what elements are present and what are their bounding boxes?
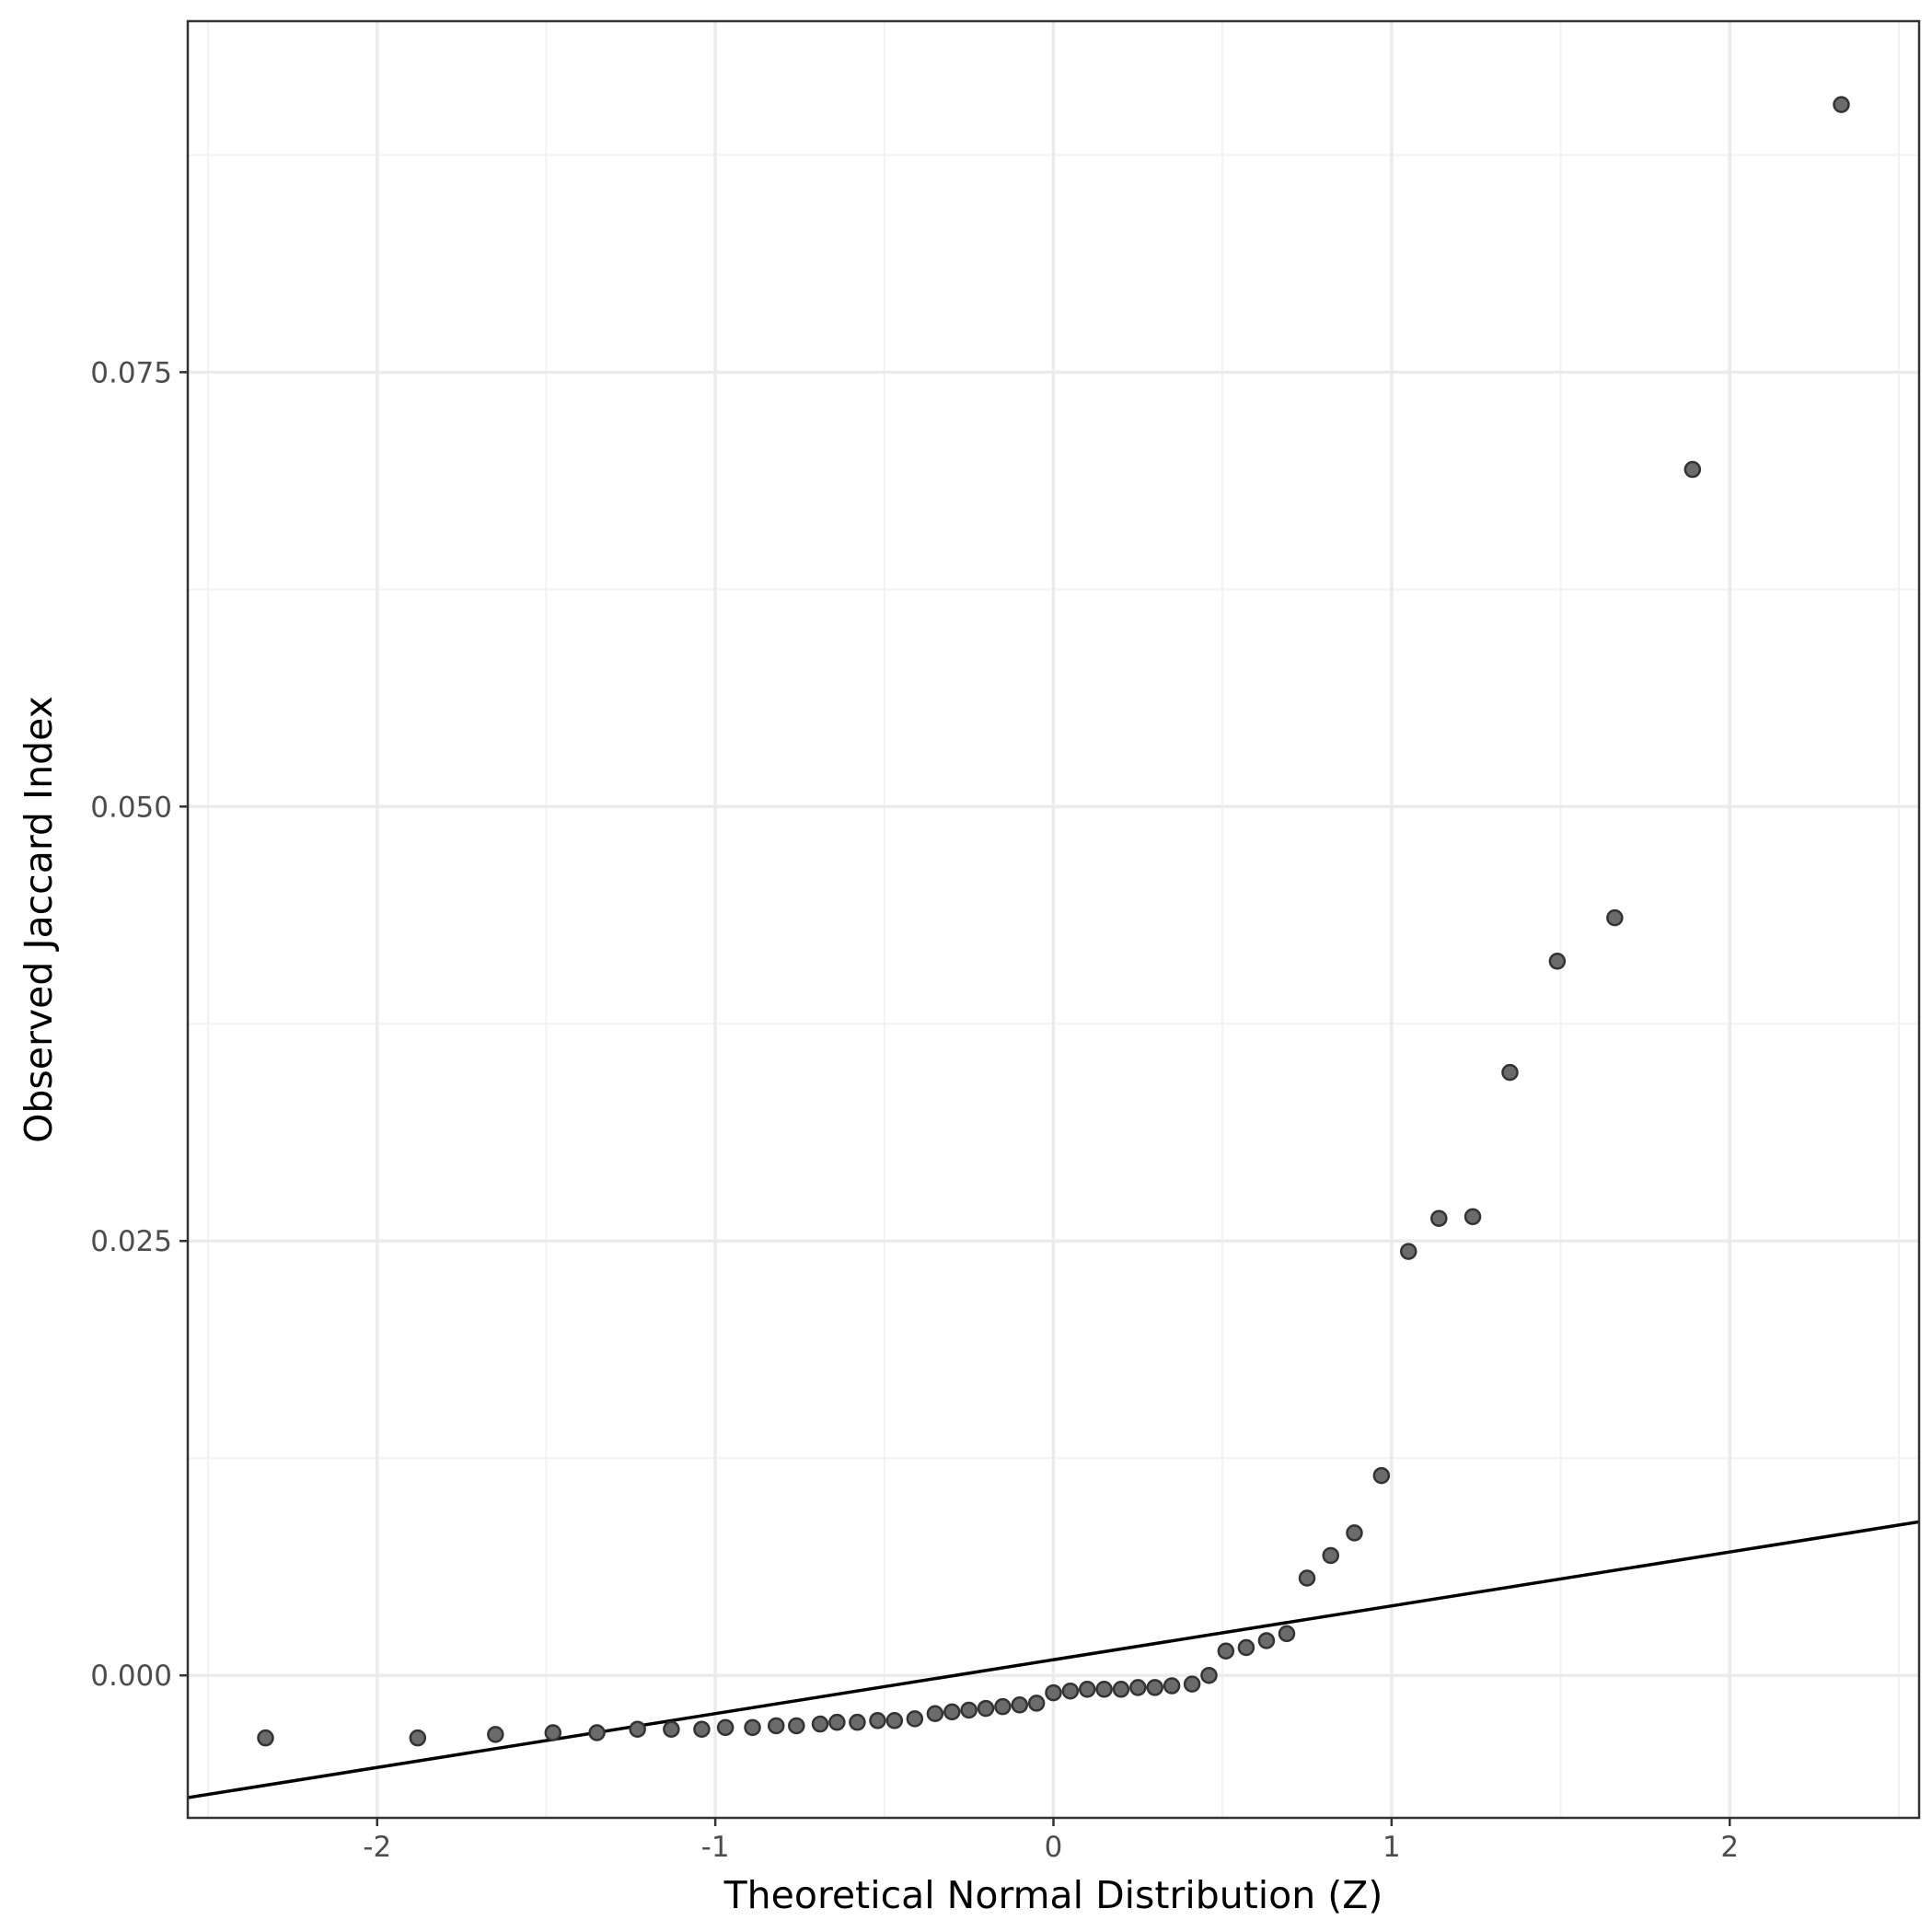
data-point	[994, 1697, 1012, 1716]
data-point	[960, 1701, 978, 1719]
x-tick-label: -1	[701, 1831, 730, 1864]
y-axis-ticks: 0.000 0.025 0.050 0.075	[90, 356, 188, 1693]
data-point	[588, 1724, 606, 1741]
x-tick-label: -2	[363, 1831, 391, 1864]
x-tick-label: 2	[1720, 1831, 1739, 1864]
data-point	[1061, 1682, 1080, 1700]
data-point	[943, 1703, 961, 1721]
data-point	[693, 1720, 711, 1738]
data-point	[663, 1720, 680, 1738]
data-point	[885, 1712, 904, 1730]
data-point	[1027, 1695, 1046, 1712]
data-point	[1548, 953, 1567, 970]
data-point	[544, 1724, 562, 1741]
data-point	[629, 1720, 646, 1738]
data-point	[977, 1699, 995, 1718]
qq-reference-line	[188, 1520, 1919, 1799]
x-axis-title: Theoretical Normal Distribution (Z)	[723, 1873, 1383, 1917]
data-point	[1095, 1681, 1113, 1698]
data-point	[1183, 1675, 1201, 1693]
data-point	[1278, 1625, 1296, 1643]
data-point	[409, 1729, 427, 1747]
data-point	[1237, 1638, 1255, 1657]
x-tick-label: 1	[1382, 1831, 1401, 1864]
data-point	[744, 1718, 761, 1737]
data-point	[926, 1705, 944, 1722]
data-point	[767, 1717, 785, 1735]
data-point	[1501, 1063, 1519, 1082]
y-axis-title: Observed Jaccard Index	[17, 696, 61, 1143]
data-point	[1606, 908, 1624, 927]
major-gridlines	[188, 21, 1919, 1818]
data-point	[906, 1710, 924, 1728]
data-point	[1078, 1681, 1096, 1698]
x-axis-ticks: -2 -1 0 1 2	[363, 1818, 1739, 1864]
data-point	[1146, 1679, 1163, 1696]
data-point	[1322, 1546, 1340, 1565]
data-points	[257, 96, 1850, 1747]
data-point	[1400, 1243, 1417, 1260]
data-point	[487, 1726, 504, 1743]
data-point	[1112, 1681, 1130, 1698]
data-point	[1011, 1696, 1029, 1714]
data-point	[1257, 1632, 1276, 1649]
data-point	[1372, 1466, 1391, 1485]
data-point	[1200, 1666, 1218, 1684]
data-point	[788, 1717, 805, 1735]
data-point	[716, 1718, 735, 1737]
data-point	[257, 1729, 274, 1747]
data-point	[1129, 1679, 1147, 1696]
y-tick-label: 0.000	[90, 1660, 172, 1693]
data-point	[1463, 1208, 1482, 1226]
y-tick-label: 0.025	[90, 1225, 172, 1258]
data-point	[1045, 1683, 1062, 1702]
data-point	[1298, 1569, 1316, 1587]
data-point	[849, 1713, 866, 1731]
y-tick-label: 0.075	[90, 356, 172, 389]
y-tick-label: 0.050	[90, 791, 172, 824]
data-point	[1217, 1642, 1235, 1660]
data-point	[828, 1713, 846, 1731]
data-point	[1430, 1209, 1448, 1227]
data-point	[1346, 1524, 1363, 1542]
reference-line-layer	[188, 1520, 1919, 1799]
x-tick-label: 0	[1045, 1831, 1063, 1864]
data-point	[1163, 1677, 1181, 1695]
data-point	[811, 1715, 829, 1733]
data-point	[1683, 460, 1702, 479]
data-point	[869, 1712, 886, 1730]
data-point	[1833, 96, 1850, 113]
